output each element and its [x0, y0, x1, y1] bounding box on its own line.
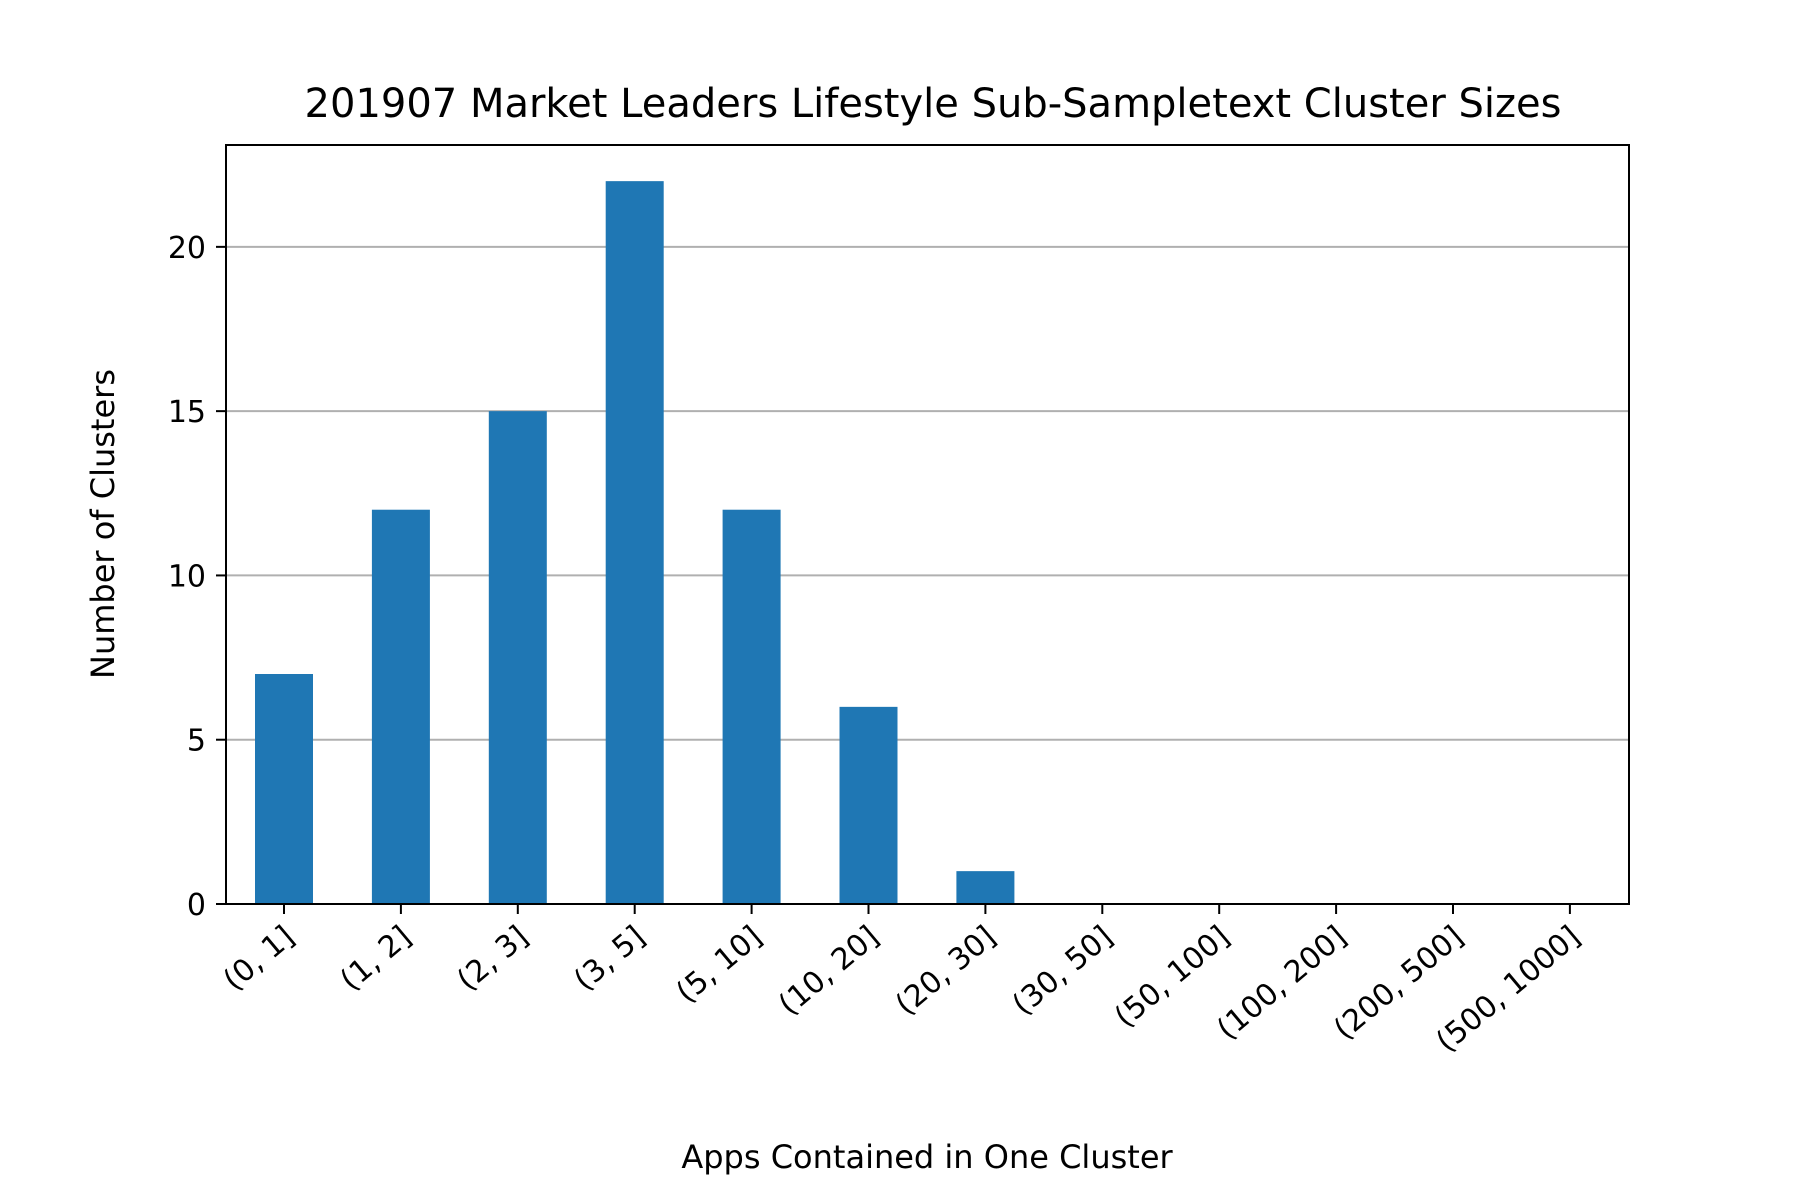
x-tick-label: (1, 2]: [334, 919, 418, 998]
bar: [722, 509, 781, 904]
bar: [255, 674, 313, 904]
x-tick-label: (30, 50]: [1006, 919, 1120, 1022]
x-tick-label: (0, 1]: [217, 919, 301, 998]
x-tick-label: (20, 30]: [889, 919, 1003, 1022]
x-tick-label: (3, 5]: [568, 919, 652, 998]
x-tick-label: (10, 20]: [772, 919, 886, 1022]
x-tick-label: (100, 200]: [1210, 919, 1353, 1047]
x-tick-label: (2, 3]: [451, 919, 535, 998]
y-tick-label: 5: [187, 724, 206, 759]
y-axis-label: Number of Clusters: [84, 369, 122, 679]
x-axis-label: Apps Contained in One Cluster: [681, 1138, 1173, 1176]
bar: [605, 181, 664, 905]
x-tick-label: (5, 10]: [670, 919, 769, 1010]
x-axis-ticks: (0, 1] (1, 2] (2, 3] (3, 5] (5, 10] (10, 20](…: [217, 904, 1587, 1059]
y-tick-label: 20: [168, 231, 206, 266]
y-tick-label: 10: [168, 559, 206, 594]
y-tick-label: 15: [168, 395, 206, 430]
y-tick-label: 0: [187, 888, 206, 923]
bar: [839, 706, 898, 904]
y-axis-ticks: 0 5 10 15 20: [168, 231, 226, 923]
bar: [956, 871, 1015, 904]
chart-title: 201907 Market Leaders Lifestyle Sub-Samp…: [305, 81, 1562, 127]
bar: [488, 411, 547, 904]
y-gridlines: [226, 245, 1629, 741]
plot-frame: [225, 144, 1630, 905]
bars: [255, 181, 1015, 905]
bar: [371, 509, 430, 904]
